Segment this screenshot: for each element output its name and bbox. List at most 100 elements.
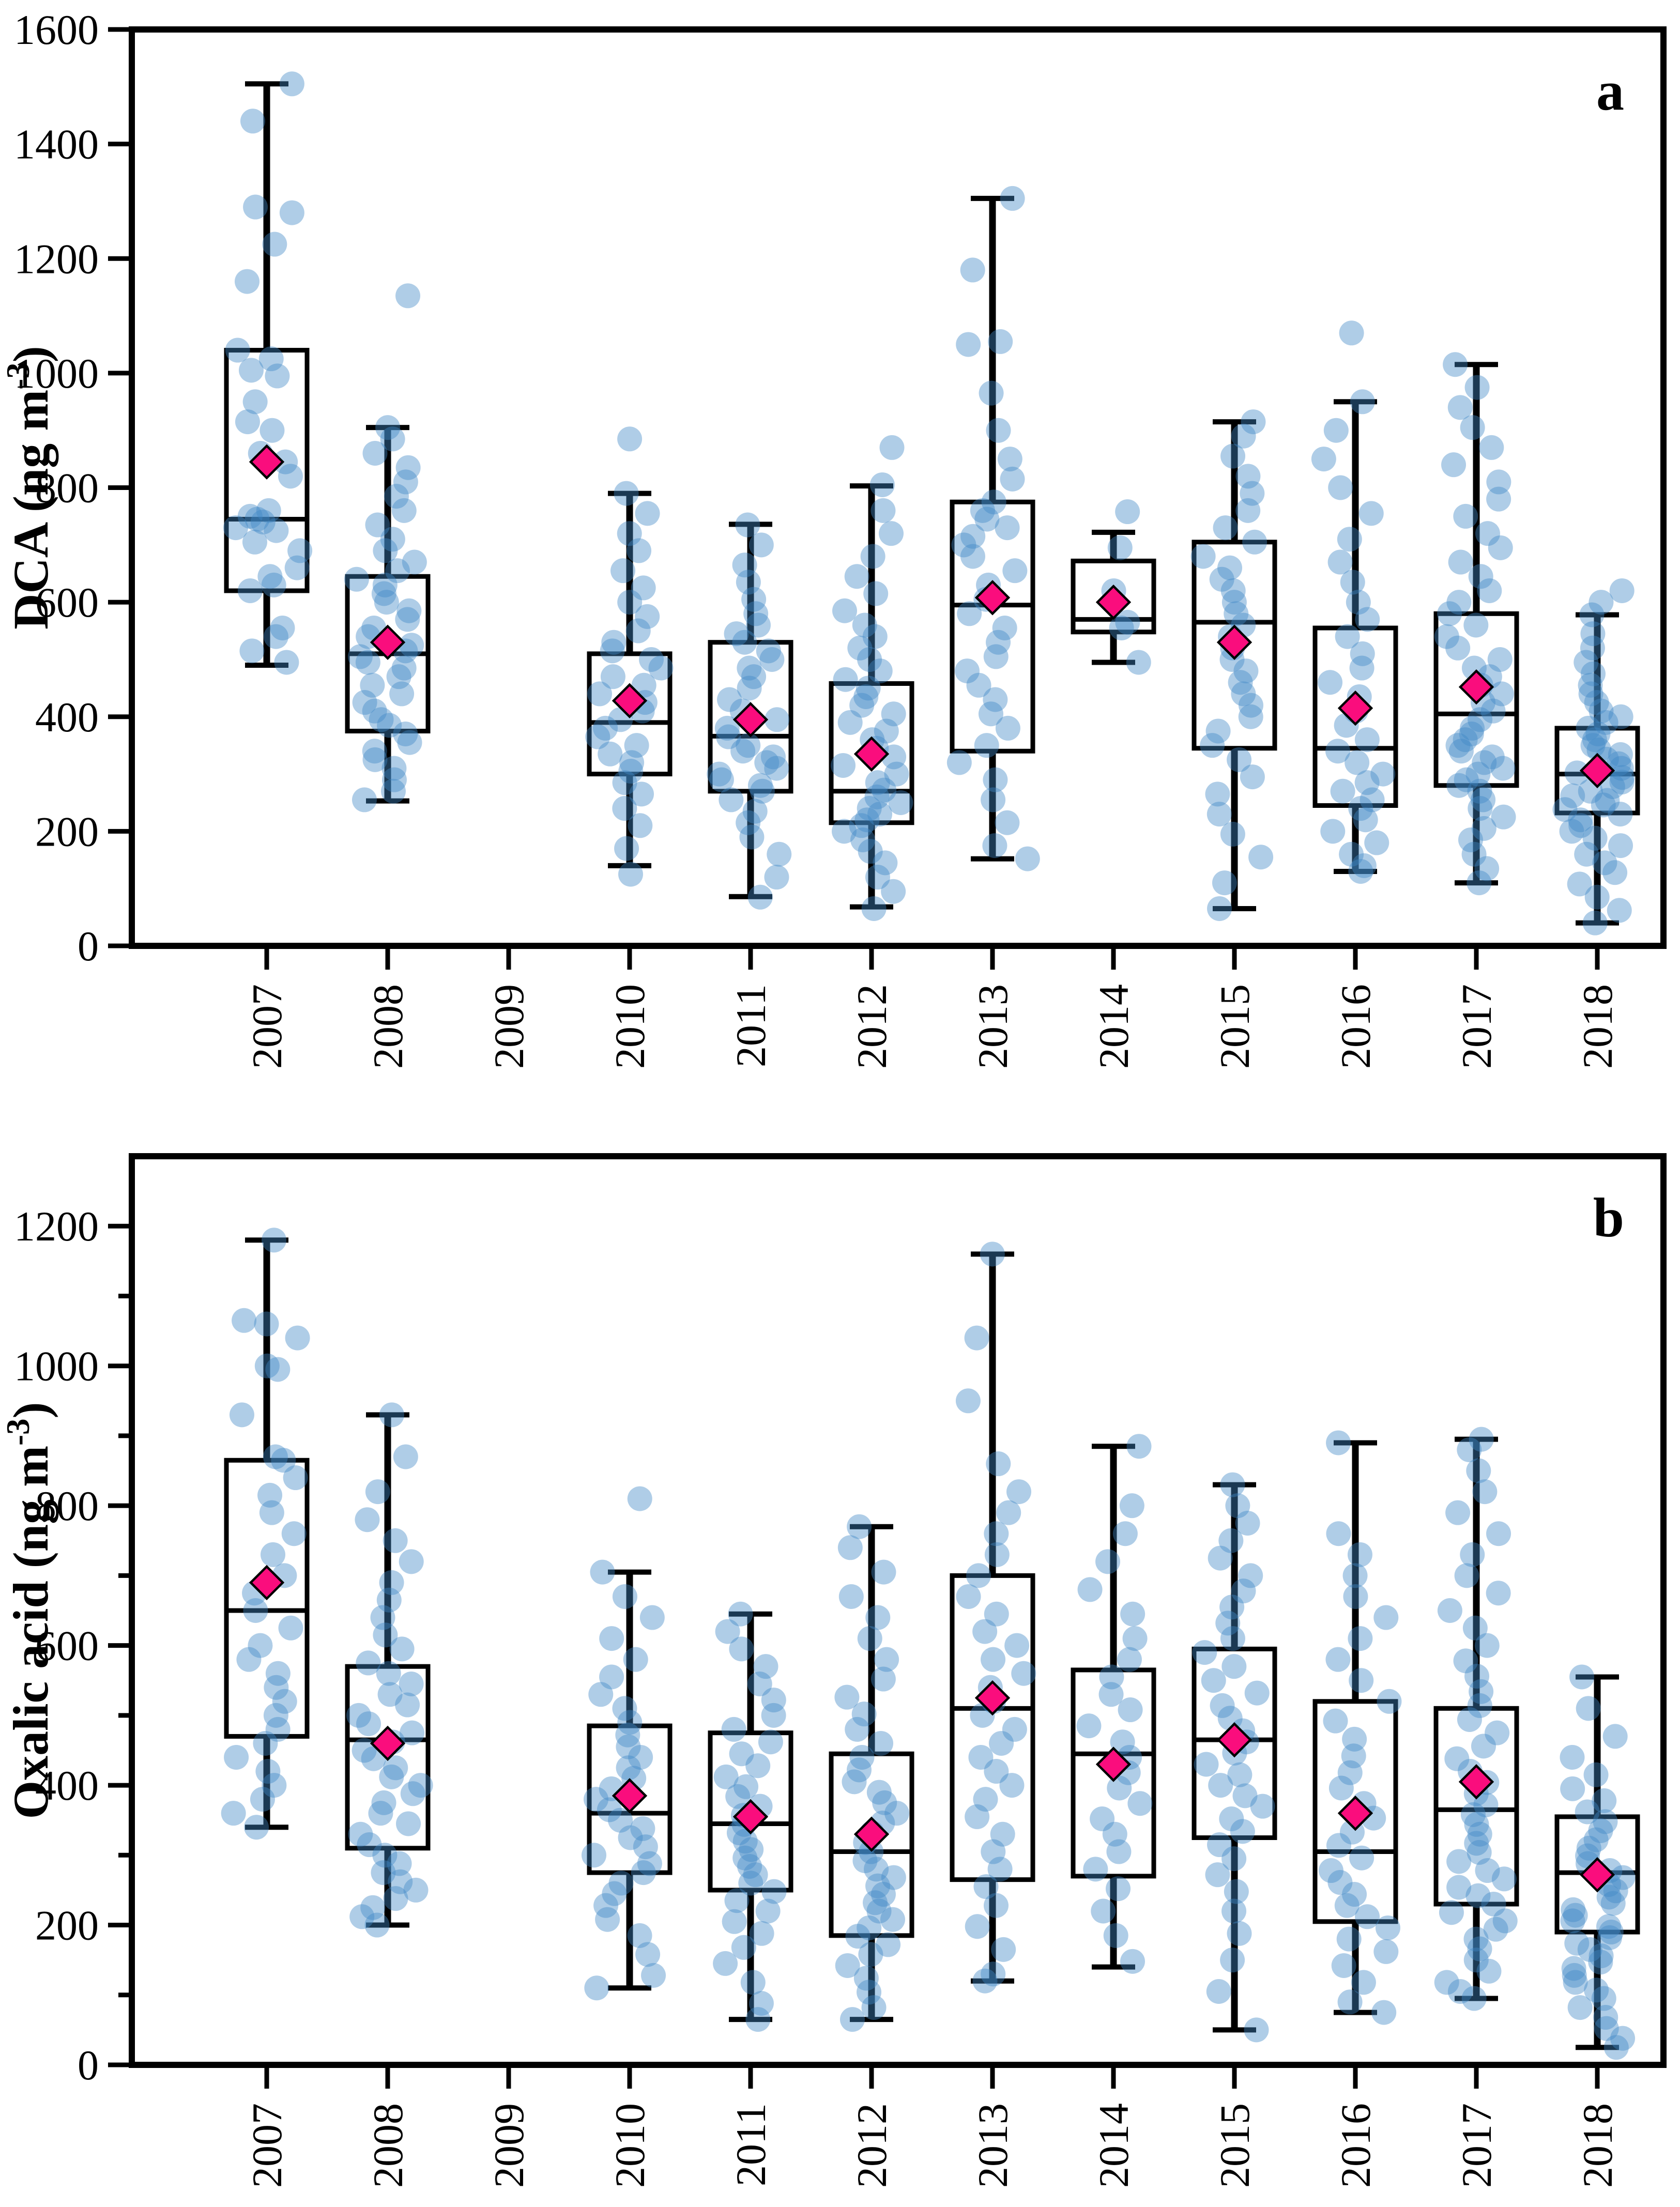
data-point (1240, 764, 1265, 790)
data-point (1437, 601, 1462, 626)
data-point (966, 672, 991, 698)
data-point (396, 598, 422, 623)
data-point (628, 1744, 653, 1770)
data-point (273, 449, 298, 474)
data-point (837, 710, 863, 735)
data-point (356, 1650, 381, 1676)
data-point (1207, 896, 1232, 921)
data-point (1336, 1926, 1362, 1952)
data-point (860, 544, 885, 569)
data-point (1585, 721, 1611, 746)
data-point (1350, 389, 1375, 415)
data-point (1244, 2017, 1269, 2043)
data-point (1469, 1679, 1494, 1704)
data-point (257, 1482, 283, 1508)
data-point (1576, 1835, 1601, 1861)
data-point (1568, 813, 1594, 838)
data-point (239, 358, 264, 383)
data-point (1576, 1696, 1601, 1721)
data-point (1453, 727, 1478, 753)
data-point (1483, 1917, 1508, 1942)
data-point (1341, 1743, 1366, 1769)
data-point (1235, 1510, 1260, 1536)
data-point (1467, 1936, 1492, 1961)
data-point (856, 676, 881, 701)
data-point (263, 624, 288, 649)
data-point (1465, 1883, 1491, 1908)
data-point (1106, 1876, 1131, 1902)
data-point (1441, 452, 1467, 478)
data-point (1474, 1633, 1500, 1658)
data-point (599, 1664, 624, 1690)
mean-diamond (1095, 584, 1132, 620)
data-point (250, 509, 276, 534)
data-point (1574, 650, 1599, 675)
data-point (1464, 1831, 1489, 1856)
data-point (1445, 635, 1471, 661)
data-point (1346, 590, 1371, 615)
data-point (1486, 469, 1511, 495)
data-point (1109, 615, 1134, 640)
data-point (1454, 1563, 1479, 1588)
scatter-2016 (1311, 320, 1396, 884)
data-point (617, 1710, 643, 1735)
data-point (1583, 1762, 1609, 1787)
data-point (1334, 1893, 1360, 1918)
data-point (1002, 1716, 1027, 1742)
data-point (237, 503, 263, 529)
data-point (1468, 564, 1493, 589)
data-point (1117, 1647, 1142, 1672)
scatter-2015 (1192, 1472, 1275, 2043)
data-point (377, 713, 402, 738)
data-point (381, 767, 407, 792)
data-point (627, 538, 652, 563)
data-point (1337, 1989, 1363, 2015)
data-point (981, 1647, 1006, 1672)
data-point (874, 718, 899, 744)
data-point (262, 1773, 287, 1798)
data-point (1486, 1521, 1511, 1546)
data-point (745, 612, 771, 638)
data-point (1487, 647, 1513, 672)
data-point (243, 1598, 268, 1623)
panel-b: 0 200 400 600 800 1000 1200 2007 2008 2009 2010 201… (0, 1153, 1667, 2188)
x-tick-label-2013: 2013 (969, 2103, 1016, 2188)
data-point (992, 615, 1017, 640)
data-point (835, 1953, 860, 1978)
data-point (399, 1549, 424, 1574)
data-point (1342, 1882, 1367, 1907)
data-point (1560, 1908, 1585, 1934)
data-point (831, 753, 856, 778)
x-tick-label-2015: 2015 (1211, 984, 1258, 1069)
data-point (1443, 352, 1468, 377)
mean-diamond (1095, 1746, 1132, 1782)
data-point (739, 1837, 764, 1862)
data-point (1250, 1794, 1275, 1819)
data-point (981, 1961, 1006, 1987)
data-point (615, 1722, 640, 1748)
data-point (1437, 1598, 1462, 1623)
data-point (981, 489, 1006, 515)
data-point (867, 658, 893, 684)
data-point (1122, 1626, 1148, 1651)
data-point (863, 581, 889, 606)
data-point (262, 1228, 287, 1253)
data-point (1463, 1926, 1489, 1952)
data-point (1220, 578, 1246, 603)
data-point (984, 1521, 1009, 1546)
data-point (265, 1661, 291, 1686)
data-point (1107, 1775, 1132, 1801)
data-point (1488, 535, 1513, 560)
data-point (1434, 1970, 1459, 1995)
data-point (279, 200, 304, 225)
mean-diamond (1458, 1764, 1494, 1800)
data-point (1349, 1668, 1374, 1693)
data-point (865, 1605, 891, 1630)
data-point (1486, 486, 1511, 512)
data-point (745, 1753, 771, 1779)
data-point (847, 635, 873, 661)
x-tick-label-2014: 2014 (1090, 984, 1137, 1069)
data-point (1127, 1791, 1153, 1816)
data-point (1562, 1963, 1587, 1988)
y-tick-label: 0 (78, 923, 99, 970)
